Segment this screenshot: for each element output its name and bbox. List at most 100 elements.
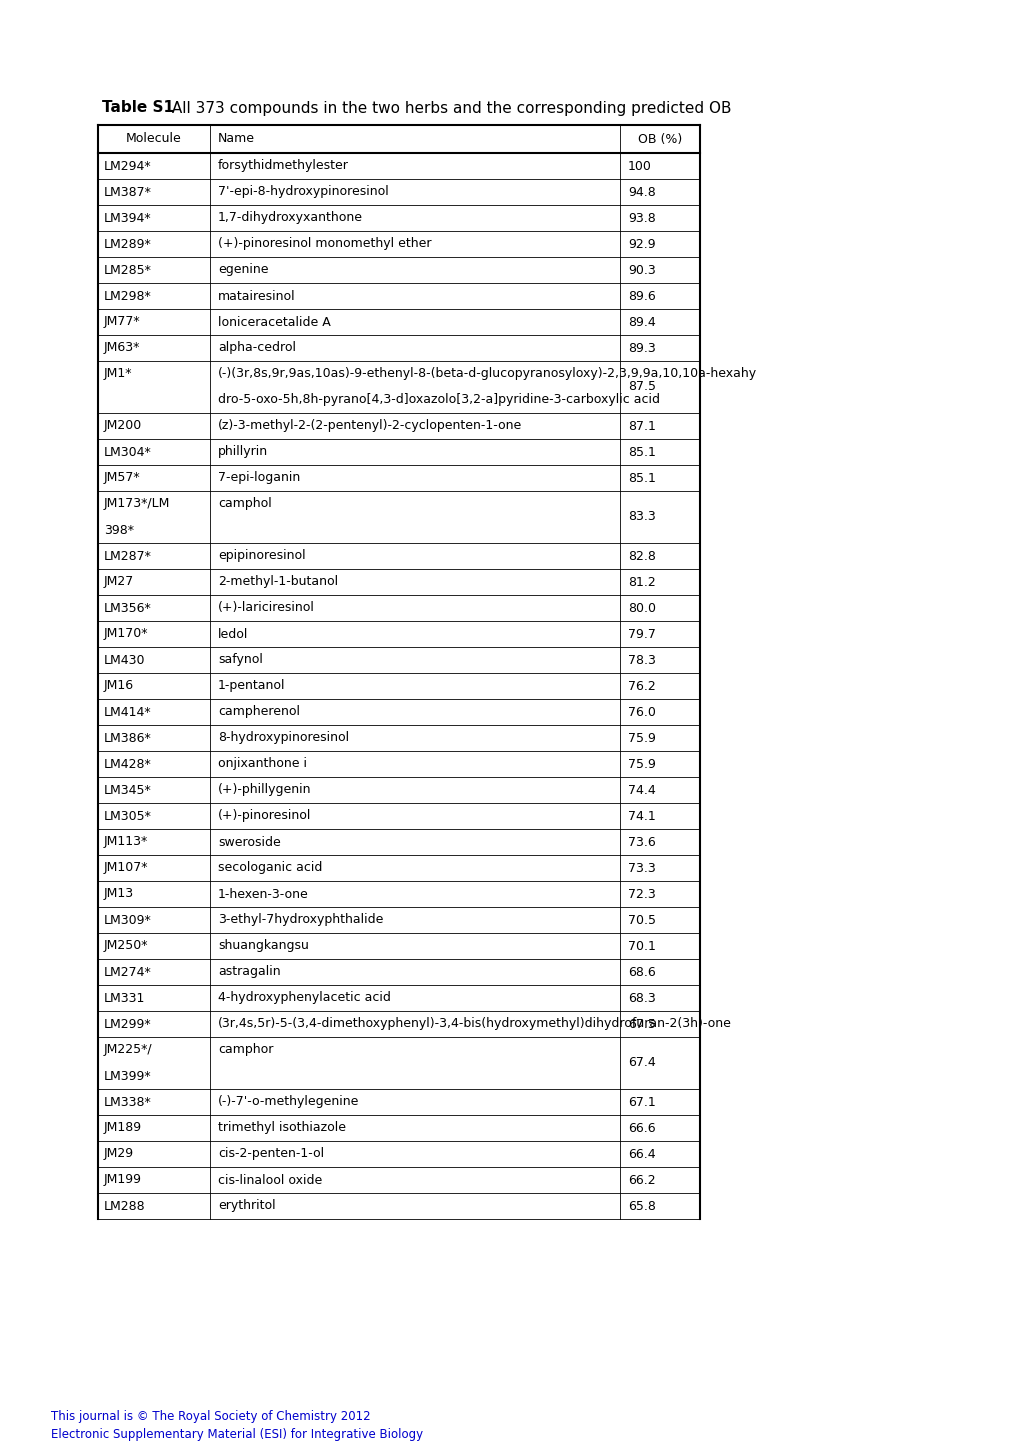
Text: secologanic acid: secologanic acid [218,861,322,874]
Text: 76.0: 76.0 [628,705,655,718]
Text: 89.4: 89.4 [628,316,655,329]
Text: 81.2: 81.2 [628,575,655,588]
Text: 75.9: 75.9 [628,731,655,744]
Text: 74.4: 74.4 [628,783,655,796]
Text: LM414*: LM414* [104,705,152,718]
Text: Molecule: Molecule [126,133,181,146]
Text: 1-pentanol: 1-pentanol [218,679,285,692]
Text: 70.1: 70.1 [628,940,655,953]
Text: ledol: ledol [218,627,249,640]
Text: LM331: LM331 [104,992,146,1005]
Text: (+)-pinoresinol: (+)-pinoresinol [218,809,311,822]
Text: LM428*: LM428* [104,757,152,770]
Text: JM189: JM189 [104,1122,142,1135]
Text: astragalin: astragalin [218,966,280,979]
Text: trimethyl isothiazole: trimethyl isothiazole [218,1122,345,1135]
Text: LM285*: LM285* [104,264,152,277]
Text: 7'-epi-8-hydroxypinoresinol: 7'-epi-8-hydroxypinoresinol [218,186,388,199]
Text: shuangkangsu: shuangkangsu [218,940,309,953]
Text: 1-hexen-3-one: 1-hexen-3-one [218,887,309,900]
Text: 87.1: 87.1 [628,420,655,433]
Text: LM356*: LM356* [104,601,152,614]
Text: (+)-phillygenin: (+)-phillygenin [218,783,311,796]
Text: 94.8: 94.8 [628,186,655,199]
Text: 89.6: 89.6 [628,290,655,303]
Text: LM304*: LM304* [104,446,152,459]
Text: 67.5: 67.5 [628,1018,655,1031]
Text: 78.3: 78.3 [628,653,655,666]
Text: LM288: LM288 [104,1200,146,1213]
Text: erythritol: erythritol [218,1200,275,1213]
Text: 72.3: 72.3 [628,887,655,900]
Text: (+)-pinoresinol monomethyl ether: (+)-pinoresinol monomethyl ether [218,238,431,251]
Text: loniceracetalide A: loniceracetalide A [218,316,330,329]
Text: LM305*: LM305* [104,809,152,822]
Text: 80.0: 80.0 [628,601,655,614]
Text: Electronic Supplementary Material (ESI) for Integrative Biology: Electronic Supplementary Material (ESI) … [51,1428,423,1441]
Text: JM200: JM200 [104,420,142,433]
Text: JM13: JM13 [104,887,133,900]
Text: JM1*: JM1* [104,368,132,381]
Text: Table S1: Table S1 [102,101,174,115]
Text: phillyrin: phillyrin [218,446,268,459]
Text: 8-hydroxypinoresinol: 8-hydroxypinoresinol [218,731,348,744]
Text: LM338*: LM338* [104,1096,152,1109]
Text: cis-2-penten-1-ol: cis-2-penten-1-ol [218,1148,324,1161]
Text: 90.3: 90.3 [628,264,655,277]
Text: (z)-3-methyl-2-(2-pentenyl)-2-cyclopenten-1-one: (z)-3-methyl-2-(2-pentenyl)-2-cyclopente… [218,420,522,433]
Text: 70.5: 70.5 [628,913,655,927]
Text: 76.2: 76.2 [628,679,655,692]
Text: sweroside: sweroside [218,835,280,848]
Text: LM394*: LM394* [104,212,152,225]
Text: 93.8: 93.8 [628,212,655,225]
Text: LM309*: LM309* [104,913,152,927]
Text: JM250*: JM250* [104,940,149,953]
Text: JM173*/LM: JM173*/LM [104,497,170,510]
Text: 66.4: 66.4 [628,1148,655,1161]
Text: 92.9: 92.9 [628,238,655,251]
Text: JM29: JM29 [104,1148,133,1161]
Text: 82.8: 82.8 [628,549,655,562]
Text: onjixanthone i: onjixanthone i [218,757,307,770]
Text: LM294*: LM294* [104,160,152,173]
Text: 85.1: 85.1 [628,446,655,459]
Text: 65.8: 65.8 [628,1200,655,1213]
Text: 74.1: 74.1 [628,809,655,822]
Text: 3-ethyl-7hydroxyphthalide: 3-ethyl-7hydroxyphthalide [218,913,383,927]
Text: cis-linalool oxide: cis-linalool oxide [218,1174,322,1187]
Text: 75.9: 75.9 [628,757,655,770]
Text: JM16: JM16 [104,679,133,692]
Text: All 373 compounds in the two herbs and the corresponding predicted OB: All 373 compounds in the two herbs and t… [167,101,731,115]
Text: LM299*: LM299* [104,1018,152,1031]
Text: 73.6: 73.6 [628,835,655,848]
Text: LM345*: LM345* [104,783,152,796]
Text: JM199: JM199 [104,1174,142,1187]
Text: 87.5: 87.5 [628,381,655,394]
Text: JM225*/: JM225*/ [104,1044,153,1057]
Text: egenine: egenine [218,264,268,277]
Text: LM287*: LM287* [104,549,152,562]
Text: JM107*: JM107* [104,861,149,874]
Text: LM387*: LM387* [104,186,152,199]
Text: 79.7: 79.7 [628,627,655,640]
Text: LM386*: LM386* [104,731,152,744]
Text: 100: 100 [628,160,651,173]
Text: 85.1: 85.1 [628,472,655,485]
Text: JM57*: JM57* [104,472,141,485]
Text: (3r,4s,5r)-5-(3,4-dimethoxyphenyl)-3,4-bis(hydroxymethyl)dihydrofuran-2(3h)-one: (3r,4s,5r)-5-(3,4-dimethoxyphenyl)-3,4-b… [218,1018,732,1031]
Text: (-)(3r,8s,9r,9as,10as)-9-ethenyl-8-(beta-d-glucopyranosyloxy)-2,3,9,9a,10,10a-he: (-)(3r,8s,9r,9as,10as)-9-ethenyl-8-(beta… [218,368,756,381]
Text: JM170*: JM170* [104,627,149,640]
Text: (-)-7'-o-methylegenine: (-)-7'-o-methylegenine [218,1096,359,1109]
Text: forsythidmethylester: forsythidmethylester [218,160,348,173]
Text: LM399*: LM399* [104,1070,152,1083]
Text: 2-methyl-1-butanol: 2-methyl-1-butanol [218,575,337,588]
Text: JM27: JM27 [104,575,135,588]
Text: 89.3: 89.3 [628,342,655,355]
Text: LM274*: LM274* [104,966,152,979]
Text: LM430: LM430 [104,653,146,666]
Text: LM298*: LM298* [104,290,152,303]
Text: 67.1: 67.1 [628,1096,655,1109]
Text: (+)-lariciresinol: (+)-lariciresinol [218,601,315,614]
Text: 68.3: 68.3 [628,992,655,1005]
Text: Name: Name [218,133,255,146]
